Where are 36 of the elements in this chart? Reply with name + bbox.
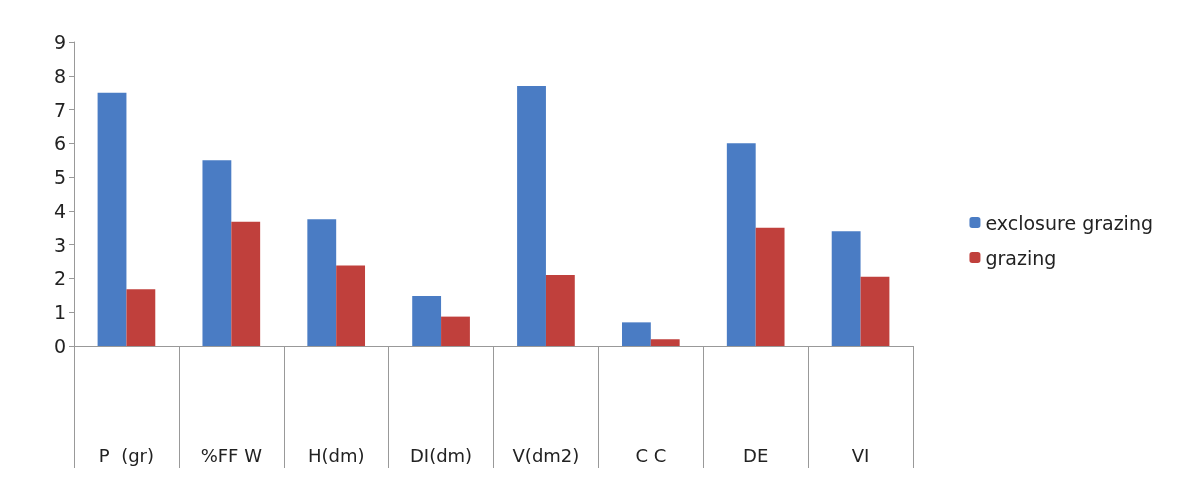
y-tick-label: 1 (53, 301, 66, 324)
legend-label: exclosure grazing (985, 211, 1154, 234)
bar (126, 289, 156, 346)
bar (97, 92, 127, 346)
y-tick-label: 2 (53, 267, 66, 290)
bar (231, 221, 261, 346)
bar (545, 275, 575, 346)
x-tick-label: C C (635, 444, 667, 466)
bar (860, 276, 890, 346)
y-tick-label: 6 (53, 132, 66, 155)
x-tick-label: %FF W (200, 444, 263, 466)
y-tick-label: 8 (53, 64, 66, 87)
bar (202, 160, 232, 346)
bar (412, 296, 442, 346)
bar (621, 322, 651, 346)
bar (726, 143, 756, 346)
x-tick-label: DI(dm) (409, 444, 473, 466)
bar (336, 265, 366, 346)
x-tick-label: V(dm2) (512, 444, 580, 466)
y-tick-label: 5 (53, 166, 66, 189)
x-tick-label: DE (743, 444, 769, 466)
y-tick-label: 0 (53, 335, 66, 357)
bar (831, 231, 861, 346)
x-tick-label: P (gr) (98, 444, 155, 466)
bar (517, 85, 546, 346)
y-tick-label: 3 (53, 233, 66, 256)
bar (755, 227, 785, 346)
y-tick-label: 4 (53, 199, 66, 222)
x-tick-label: H(dm) (307, 444, 365, 466)
y-tick-label: 7 (53, 98, 66, 121)
bar (307, 219, 337, 346)
legend-label: grazing (985, 246, 1057, 269)
bar (441, 316, 470, 346)
y-tick-label: 9 (53, 31, 66, 53)
bar (650, 339, 680, 346)
x-tick-label: VI (851, 444, 870, 466)
